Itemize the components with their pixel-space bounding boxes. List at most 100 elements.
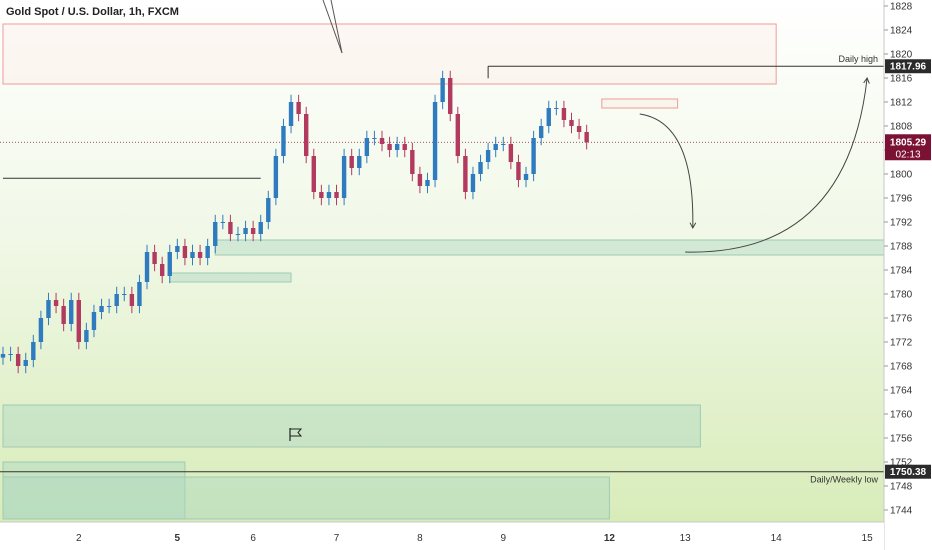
candle [425, 172, 430, 194]
y-tick-label: 1792 [890, 218, 913, 229]
x-tick-label: 13 [680, 533, 692, 544]
y-tick-label: 1808 [890, 122, 913, 133]
horizontal-lines-layer [0, 65, 884, 473]
candle [554, 100, 559, 116]
y-tick-label: 1752 [890, 458, 913, 469]
candle [250, 220, 256, 242]
candle [357, 148, 362, 176]
candle [38, 310, 44, 350]
x-tick-label: 7 [334, 533, 340, 544]
y-tick-label: 1768 [890, 362, 913, 373]
candle [46, 292, 51, 326]
candle [144, 244, 150, 290]
zone-demand-3[interactable] [2, 404, 701, 448]
candle [235, 226, 241, 242]
y-tick-label: 1748 [890, 482, 913, 493]
candle [159, 256, 165, 284]
y-tick-label: 1780 [890, 290, 913, 301]
projection-layer [639, 76, 870, 253]
y-tick-label: 1744 [890, 506, 913, 517]
candle [288, 94, 294, 134]
candle [228, 214, 233, 242]
x-tick-label: 5 [175, 533, 181, 544]
candle [455, 106, 460, 164]
candle [584, 124, 589, 150]
candle [493, 136, 498, 158]
candle [478, 154, 483, 182]
candle [99, 298, 104, 320]
candle [463, 148, 468, 200]
x-tick-label: 15 [862, 533, 874, 544]
y-tick-label: 1784 [890, 266, 913, 277]
candle [106, 298, 112, 314]
candles-layer [0, 70, 589, 374]
candle [122, 286, 127, 302]
y-tick-label: 1776 [890, 314, 913, 325]
candle [0, 346, 6, 365]
x-axis-ticks: 2 5 6 7 8 9 12 13 14 15 [76, 533, 873, 544]
zone-demand-1[interactable] [214, 239, 885, 256]
candle [258, 214, 263, 242]
candle [334, 184, 339, 206]
candle [69, 292, 74, 332]
candle [114, 286, 119, 314]
projection-arrowhead-1 [863, 76, 870, 84]
y-tick-label: 1800 [890, 170, 913, 181]
candle [410, 142, 415, 182]
candle [448, 70, 453, 122]
svg-text:02:13: 02:13 [895, 149, 920, 160]
candle [379, 130, 385, 152]
candle [84, 322, 89, 350]
candle [91, 304, 97, 338]
candle [311, 148, 316, 200]
y-tick-label: 1824 [890, 26, 913, 37]
price-axis[interactable] [884, 0, 932, 522]
daily-weekly-low-price-tag: 1750.38 [885, 464, 931, 479]
y-tick-label: 1788 [890, 242, 913, 253]
candle [576, 118, 582, 140]
candle [394, 136, 400, 158]
candle [304, 106, 309, 164]
candle [417, 166, 423, 194]
candle [76, 292, 81, 350]
x-tick-label: 12 [604, 533, 616, 544]
y-tick-label: 1816 [890, 74, 913, 85]
zone-demand-2[interactable] [169, 272, 292, 283]
candle [432, 94, 438, 188]
time-axis[interactable] [0, 522, 884, 550]
candle [508, 136, 514, 170]
svg-text:1750.38: 1750.38 [890, 467, 927, 478]
candle [531, 130, 536, 182]
x-tick-label: 8 [417, 533, 423, 544]
x-tick-label: 14 [771, 533, 783, 544]
zone-supply-6[interactable] [601, 98, 679, 109]
candle [364, 130, 370, 164]
daily-weekly-low-label: Daily/Weekly low [810, 475, 878, 485]
candle [296, 94, 301, 122]
zone-demand-5[interactable] [2, 476, 610, 520]
trend-line[interactable] [322, 0, 343, 54]
candle [243, 220, 248, 242]
y-tick-label: 1828 [890, 2, 913, 13]
candle [470, 166, 476, 200]
candle [319, 184, 324, 206]
candle [220, 214, 226, 230]
zone-supply-0[interactable] [2, 23, 777, 85]
trend-line-2[interactable] [330, 0, 343, 54]
candle [53, 292, 59, 314]
y-tick-label: 1760 [890, 410, 913, 421]
projection-arrow-0[interactable] [639, 113, 694, 229]
candle [61, 298, 66, 332]
candle [205, 238, 210, 266]
candle [501, 136, 506, 152]
candle [182, 238, 188, 266]
flag-icon[interactable] [289, 428, 303, 441]
y-tick-label: 1796 [890, 194, 913, 205]
daily-high-label: Daily high [838, 54, 878, 64]
candle [129, 286, 135, 314]
y-tick-label: 1764 [890, 386, 913, 397]
projection-arrow-1[interactable] [685, 77, 868, 253]
candle [485, 142, 491, 170]
svg-text:1817.96: 1817.96 [890, 62, 927, 73]
